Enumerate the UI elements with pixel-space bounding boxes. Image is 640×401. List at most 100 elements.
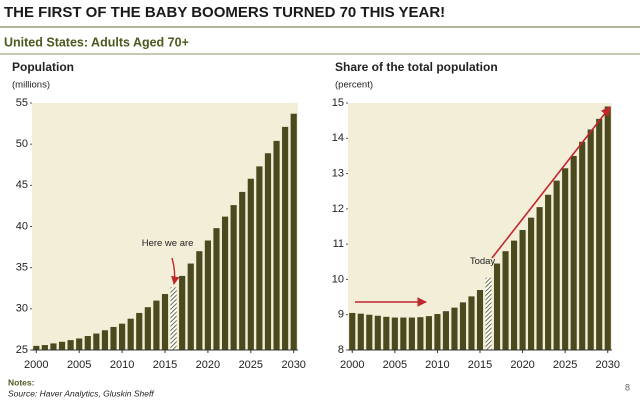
x-tick-label: 2000	[24, 359, 48, 371]
y-tick-label: 8	[338, 344, 344, 356]
bar	[468, 296, 475, 350]
bar	[417, 317, 424, 350]
bar	[425, 316, 432, 350]
y-tick-label: 14	[332, 132, 344, 144]
bar	[144, 307, 151, 350]
x-tick-label: 2010	[110, 359, 134, 371]
bar	[273, 140, 280, 350]
bar	[127, 318, 134, 350]
bar	[545, 194, 552, 350]
annotation: Today	[470, 256, 496, 267]
bar	[282, 126, 289, 350]
bar	[213, 228, 220, 350]
bar	[58, 341, 66, 350]
bar	[493, 263, 501, 350]
bar	[587, 129, 594, 350]
y-tick-label: 11	[333, 238, 344, 250]
bar	[528, 217, 535, 350]
x-tick-label: 2005	[383, 359, 407, 371]
x-tick-label: 2025	[239, 359, 263, 371]
bar	[451, 307, 458, 350]
page-title: THE FIRST OF THE BABY BOOMERS TURNED 70 …	[4, 4, 445, 21]
bar	[400, 317, 407, 350]
bar	[264, 153, 272, 350]
y-tick-label: 30	[16, 303, 28, 315]
chart-title: Population	[12, 60, 74, 74]
bar	[290, 113, 297, 350]
bar	[374, 315, 381, 350]
bar	[136, 312, 143, 350]
bar	[161, 294, 169, 350]
bar	[239, 191, 246, 350]
x-tick-label: 2000	[340, 359, 364, 371]
bar	[357, 313, 364, 350]
bar	[579, 141, 586, 350]
bar	[383, 316, 390, 350]
bar	[519, 230, 526, 350]
x-tick-label: 2020	[510, 359, 534, 371]
x-tick-label: 2020	[196, 359, 220, 371]
chart-title: Share of the total population	[335, 60, 498, 74]
bar	[110, 326, 117, 350]
bar	[93, 333, 100, 350]
source: Source: Haver Analytics, Gluskin Sheff	[8, 388, 155, 398]
bar	[221, 216, 229, 350]
bar	[596, 118, 603, 350]
x-tick-label: 2015	[153, 359, 177, 371]
y-tick-label: 13	[332, 167, 344, 179]
bar	[570, 155, 577, 350]
bar	[179, 275, 186, 350]
bar	[510, 240, 518, 350]
x-tick-label: 2015	[468, 359, 492, 371]
y-tick-label: 45	[16, 179, 28, 191]
bar	[485, 277, 492, 350]
bar	[366, 314, 373, 350]
x-tick-label: 2030	[281, 359, 305, 371]
bar	[101, 330, 109, 350]
bar	[247, 178, 254, 350]
bar	[502, 251, 509, 350]
bar	[230, 205, 237, 350]
chart-left: Population (millions) 25 30 35 40 45 50 55 2000 20…	[12, 60, 306, 371]
bar	[553, 180, 560, 350]
x-tick-label: 2025	[553, 359, 577, 371]
bar	[434, 314, 441, 350]
y-tick-label: 10	[332, 273, 344, 285]
chart-subtitle: (percent)	[335, 80, 373, 91]
bar	[76, 338, 83, 350]
bar	[408, 317, 415, 350]
chart-right: Share of the total population (percent) 8 9…	[332, 60, 620, 371]
bar	[84, 336, 91, 350]
bar	[604, 106, 611, 351]
bar	[187, 263, 194, 350]
page-number: 8	[625, 382, 630, 392]
page-subtitle: United States: Adults Aged 70+	[4, 35, 189, 49]
bar	[391, 317, 398, 350]
y-tick-label: 25	[16, 344, 28, 356]
bar	[67, 340, 74, 350]
bar	[119, 323, 126, 350]
bar	[196, 251, 203, 350]
bar	[476, 290, 484, 350]
trend-arrow	[491, 106, 611, 259]
bar	[536, 207, 543, 350]
bar	[256, 166, 263, 350]
bar	[349, 312, 356, 350]
y-tick-label: 35	[16, 262, 28, 274]
y-tick-label: 50	[16, 138, 28, 150]
bar	[41, 345, 48, 350]
annotation: Here we are	[142, 238, 194, 249]
y-tick-label: 55	[16, 97, 28, 109]
y-tick-label: 9	[338, 309, 344, 321]
y-tick-label: 15	[332, 97, 344, 109]
bar	[442, 311, 450, 350]
bar	[170, 287, 177, 350]
x-tick-label: 2030	[595, 359, 619, 371]
x-tick-label: 2005	[67, 359, 91, 371]
chart-subtitle: (millions)	[12, 80, 50, 91]
annotation-arrow	[171, 257, 180, 285]
bar	[459, 302, 467, 350]
bar	[562, 168, 569, 350]
bar	[33, 345, 40, 350]
